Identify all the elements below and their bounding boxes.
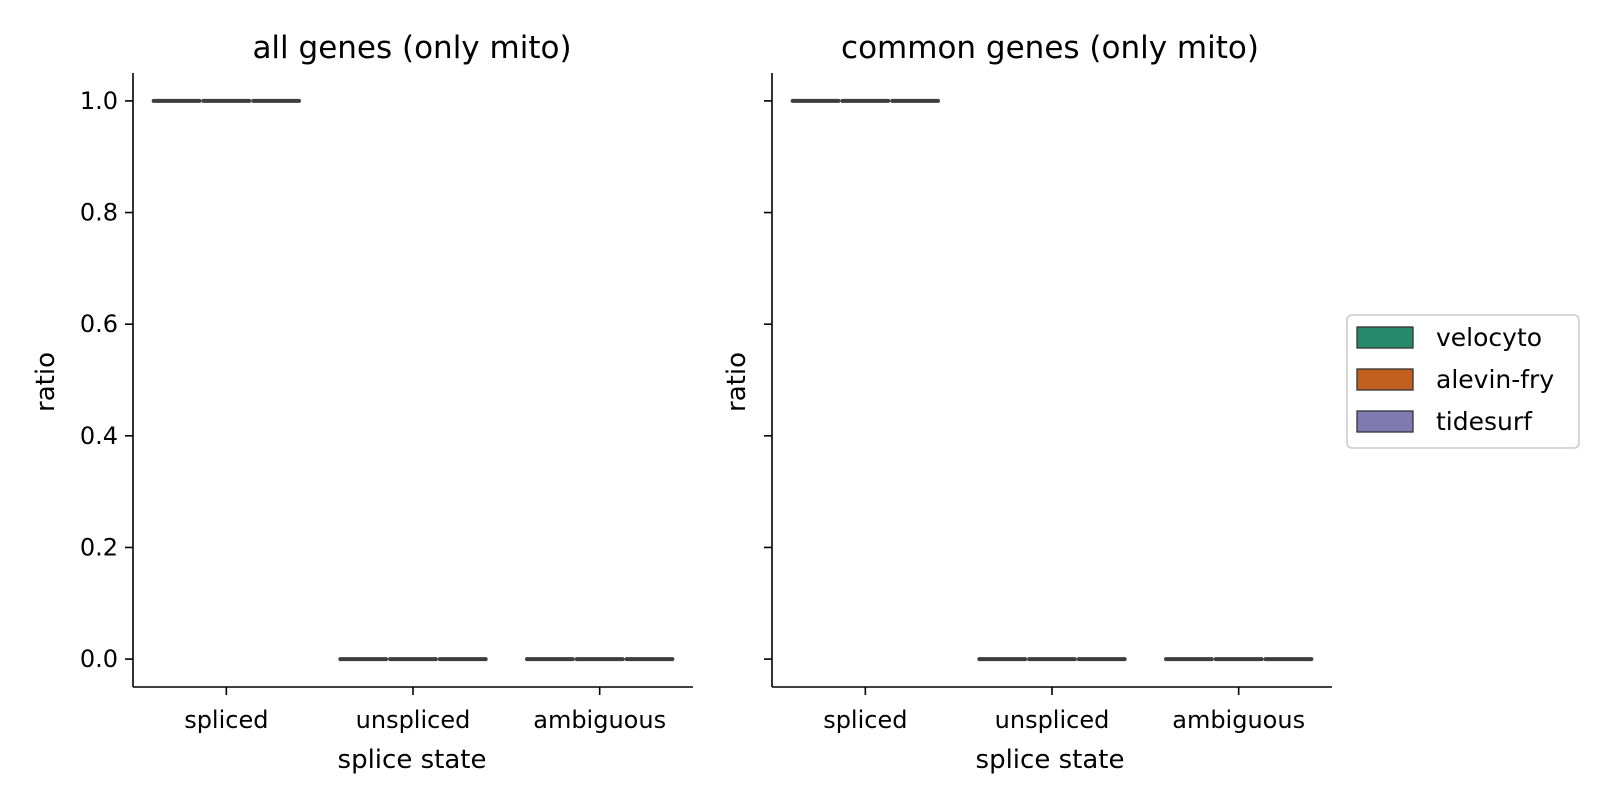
plot-area: spliced unspliced ambiguous xyxy=(764,73,1332,734)
x-tick-label: unspliced xyxy=(356,706,471,734)
x-tick-label: ambiguous xyxy=(1172,706,1305,734)
y-tick-label: 1.0 xyxy=(80,87,118,115)
legend: velocyto alevin-fry tidesurf xyxy=(1346,314,1580,449)
x-tick-label: ambiguous xyxy=(533,706,666,734)
legend-swatch-tidesurf xyxy=(1356,410,1414,433)
legend-label-tidesurf: tidesurf xyxy=(1436,407,1533,436)
panel-title: all genes (only mito) xyxy=(252,30,571,66)
y-axis-label: ratio xyxy=(31,352,61,412)
panel-common-genes: common genes (only mito) splice state ra… xyxy=(722,30,1332,775)
y-tick-label: 0.8 xyxy=(80,199,118,227)
legend-swatch-alevin-fry xyxy=(1356,368,1414,391)
legend-label-velocyto: velocyto xyxy=(1436,323,1542,352)
x-tick-label: unspliced xyxy=(995,706,1110,734)
y-tick-label: 0.2 xyxy=(80,533,118,561)
panel-title: common genes (only mito) xyxy=(841,30,1259,66)
x-tick-label: spliced xyxy=(184,706,268,734)
y-tick-label: 0.4 xyxy=(80,422,118,450)
y-tick-label: 0.0 xyxy=(80,645,118,673)
x-axis-label: splice state xyxy=(976,745,1125,775)
plot-area: 0.0 0.2 0.4 0.6 0.8 1.0 spliced unspliced ambigu… xyxy=(80,73,693,734)
y-axis-label: ratio xyxy=(722,352,752,412)
legend-swatch-velocyto xyxy=(1356,326,1414,349)
x-tick-label: spliced xyxy=(823,706,907,734)
y-tick-label: 0.6 xyxy=(80,310,118,338)
x-axis-label: splice state xyxy=(338,745,487,775)
panel-all-genes: all genes (only mito) splice state ratio… xyxy=(31,30,693,775)
legend-label-alevin-fry: alevin-fry xyxy=(1436,365,1554,394)
